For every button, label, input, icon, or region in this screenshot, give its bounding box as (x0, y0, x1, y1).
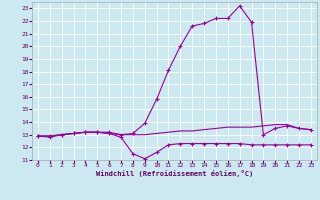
X-axis label: Windchill (Refroidissement éolien,°C): Windchill (Refroidissement éolien,°C) (96, 170, 253, 177)
